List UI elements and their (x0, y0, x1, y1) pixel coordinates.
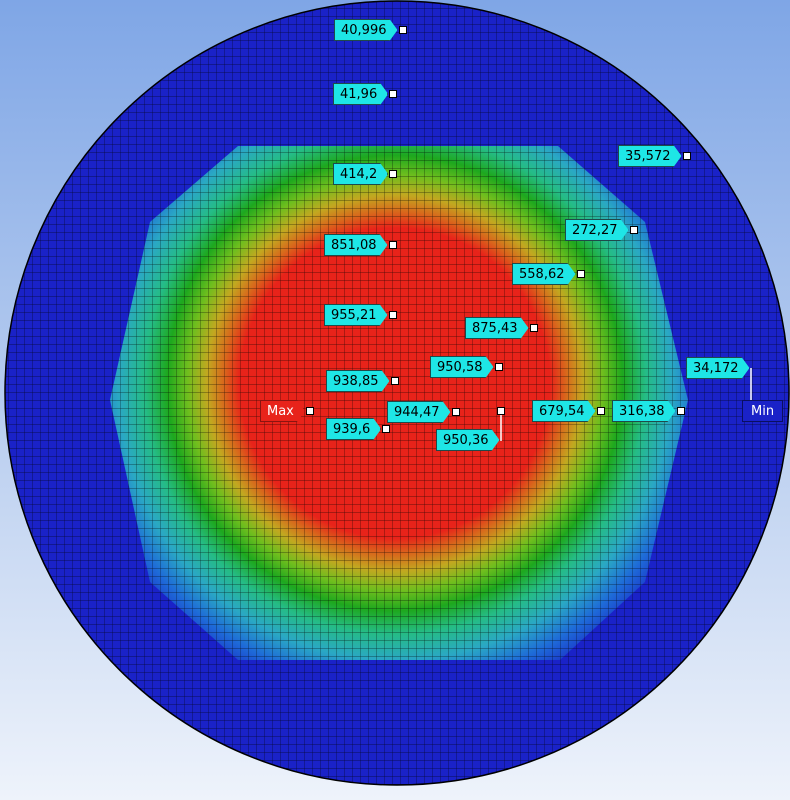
disc-outline (4, 0, 790, 786)
probe-label[interactable]: 938,85 (326, 370, 399, 392)
probe-label[interactable]: 34,172 (686, 357, 750, 379)
max-label: Max (260, 400, 305, 422)
probe-point (497, 407, 505, 415)
probe-value: 939,6 (326, 418, 381, 440)
probe-label[interactable]: 939,6 (326, 418, 391, 440)
probe-value: 40,996 (334, 19, 398, 41)
probe-label[interactable]: 950,58 (430, 356, 503, 378)
min-label: Min (751, 404, 775, 419)
probe-label[interactable]: 40,996 (334, 19, 407, 41)
probe-value: 316,38 (612, 400, 676, 422)
probe-marker (529, 324, 538, 332)
probe-label[interactable]: 955,21 (324, 304, 397, 326)
probe-marker (596, 407, 605, 415)
probe-label[interactable]: 679,54 (532, 400, 605, 422)
probe-value: 34,172 (686, 357, 750, 379)
probe-label[interactable]: 875,43 (465, 317, 538, 339)
probe-marker (388, 241, 397, 249)
probe-value: 955,21 (324, 304, 388, 326)
probe-marker (398, 26, 407, 34)
probe-value: 41,96 (333, 83, 388, 105)
probe-marker (496, 400, 505, 422)
probe-marker (629, 226, 638, 234)
probe-marker (388, 311, 397, 319)
probe-marker (390, 377, 399, 385)
probe-label[interactable]: 950,36 (436, 429, 500, 451)
probe-value: 35,572 (618, 145, 682, 167)
probe-label[interactable]: 316,38 (612, 400, 685, 422)
probe-label[interactable]: 944,47 (387, 401, 460, 423)
probe-marker (451, 408, 460, 416)
probe-label[interactable]: 35,572 (618, 145, 691, 167)
max-marker[interactable]: Max (260, 400, 314, 422)
probe-marker (576, 270, 585, 278)
probe-value: 944,47 (387, 401, 451, 423)
probe-value: 950,36 (436, 429, 500, 451)
probe-label[interactable]: 851,08 (324, 234, 397, 256)
probe-value: 679,54 (532, 400, 596, 422)
probe-marker (382, 425, 391, 433)
probe-value: 938,85 (326, 370, 390, 392)
probe-label[interactable]: 414,2 (333, 163, 398, 185)
probe-marker (676, 407, 685, 415)
probe-value: 950,58 (430, 356, 494, 378)
probe-value: 558,62 (512, 263, 576, 285)
max-point (305, 407, 314, 415)
probe-value: 272,27 (565, 219, 629, 241)
probe-marker (389, 90, 398, 98)
probe-value: 875,43 (465, 317, 529, 339)
probe-value: 414,2 (333, 163, 388, 185)
probe-marker (682, 152, 691, 160)
probe-label[interactable]: 558,62 (512, 263, 585, 285)
probe-label[interactable]: 41,96 (333, 83, 398, 105)
min-marker[interactable]: Min (742, 400, 784, 422)
probe-marker (494, 363, 503, 371)
probe-label[interactable]: 272,27 (565, 219, 638, 241)
probe-value: 851,08 (324, 234, 388, 256)
probe-marker (389, 170, 398, 178)
